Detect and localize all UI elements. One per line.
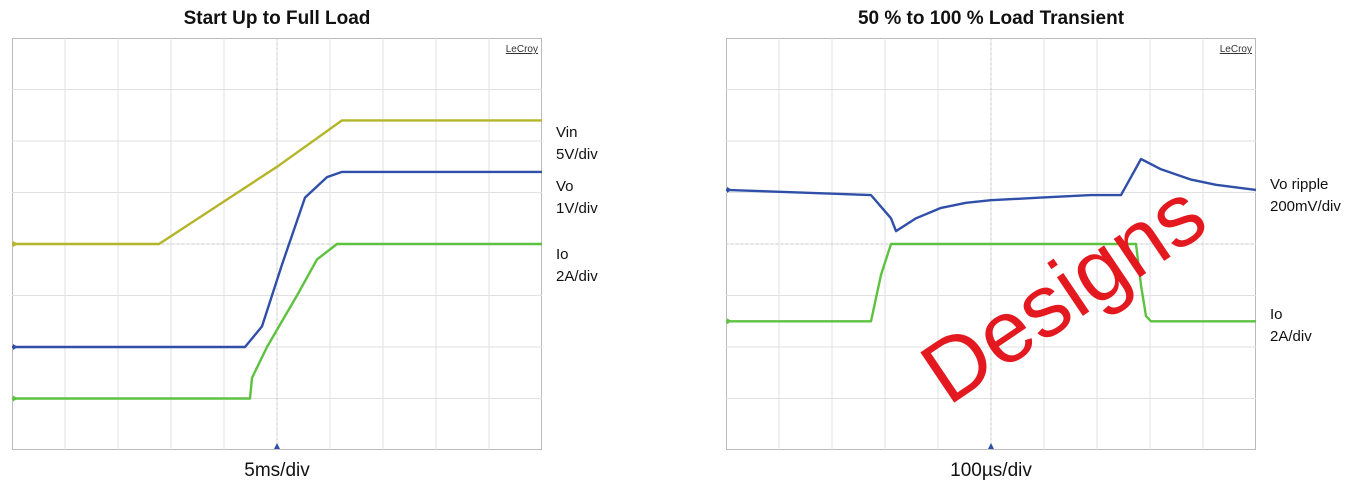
chart1-io-name: Io bbox=[556, 246, 569, 263]
trigger-marker bbox=[274, 443, 280, 449]
chart1-vo-label: Vo 1V/div bbox=[556, 176, 598, 220]
chart1-vo-scale: 1V/div bbox=[556, 200, 598, 217]
channel-marker bbox=[13, 344, 18, 350]
chart1-title: Start Up to Full Load bbox=[183, 8, 371, 29]
chart1-vin-scale: 5V/div bbox=[556, 146, 598, 163]
trace-vin bbox=[12, 119, 542, 246]
brand-label: LeCroy bbox=[1220, 44, 1252, 55]
chart2-io-scale: 2A/div bbox=[1270, 328, 1312, 345]
chart1-time-div: 5ms/div bbox=[244, 460, 310, 481]
chart1-vo-name: Vo bbox=[556, 178, 574, 195]
chart2-io-name: Io bbox=[1270, 306, 1283, 323]
channel-marker bbox=[13, 395, 18, 402]
chart2-vo-label: Vo ripple 200mV/div bbox=[1270, 174, 1341, 218]
channel-marker bbox=[727, 186, 732, 193]
trace-io bbox=[726, 242, 1256, 323]
chart2-vo-name: Vo ripple bbox=[1270, 176, 1329, 193]
channel-marker bbox=[13, 241, 18, 247]
chart1-plot: LeCroy bbox=[12, 38, 542, 450]
chart1-io-scale: 2A/div bbox=[556, 268, 598, 285]
chart2-plot: LeCroy bbox=[726, 38, 1256, 450]
trace-vo bbox=[12, 170, 542, 349]
trace-io bbox=[12, 242, 542, 400]
chart2-time-div: 100µs/div bbox=[950, 460, 1032, 481]
chart2-title: 50 % to 100 % Load Transient bbox=[857, 8, 1125, 29]
chart1-io-label: Io 2A/div bbox=[556, 244, 598, 288]
chart2-vo-scale: 200mV/div bbox=[1270, 198, 1341, 215]
trigger-marker bbox=[988, 443, 994, 449]
brand-label: LeCroy bbox=[506, 44, 538, 55]
channel-marker bbox=[727, 318, 732, 325]
trace-vo-ripple bbox=[726, 157, 1256, 233]
chart1-vin-label: Vin 5V/div bbox=[556, 122, 598, 166]
chart2-io-label: Io 2A/div bbox=[1270, 304, 1312, 348]
chart1-vin-name: Vin bbox=[556, 124, 578, 141]
